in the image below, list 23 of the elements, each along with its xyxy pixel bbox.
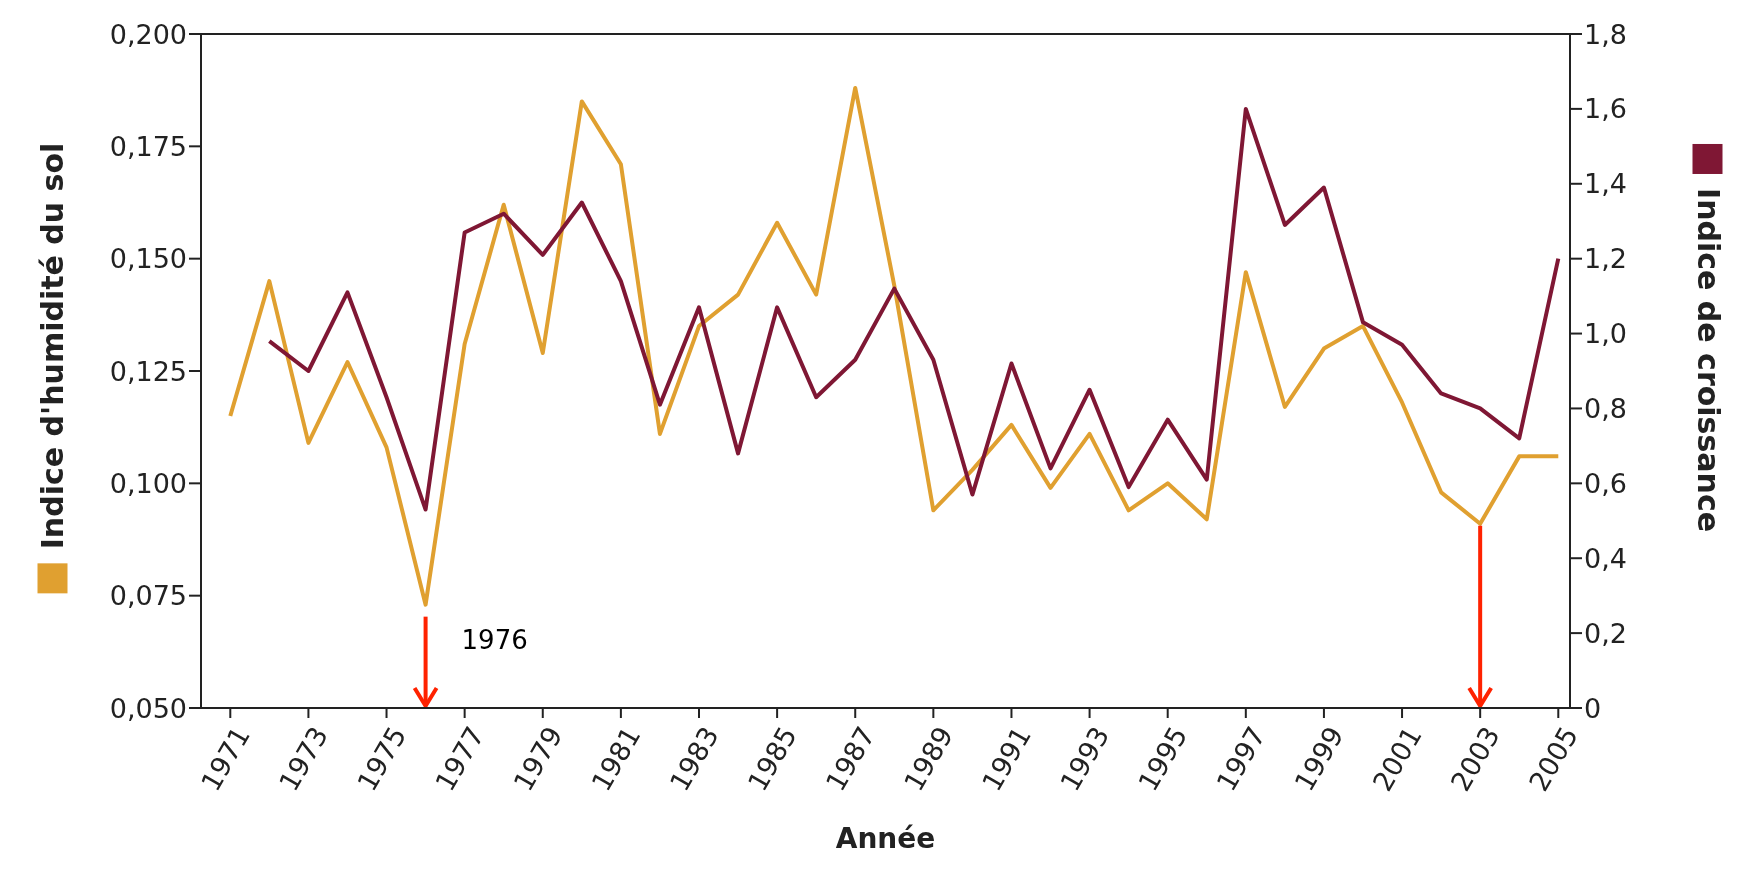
y-tick-label: 0,050 <box>109 692 187 724</box>
y2-axis-title: Indice de croissance <box>1690 187 1726 533</box>
y-tick-label: 0,125 <box>109 355 187 387</box>
ref-line-label: 1976 <box>461 624 528 655</box>
y-tick-label: 0,200 <box>109 18 187 50</box>
y-tick-label: 0,175 <box>109 130 187 162</box>
line-series <box>228 85 1561 607</box>
y2-tick-label: 0,6 <box>1584 467 1627 499</box>
y2-tick-label: 1,0 <box>1584 318 1627 350</box>
y-tick-label: 0,100 <box>109 467 187 499</box>
y2-tick-label: 0,4 <box>1584 542 1627 574</box>
y2-tick-label: 1,4 <box>1584 168 1627 200</box>
y2-tick-label: 0,8 <box>1584 393 1627 425</box>
y-axis-title: Indice d'humidité du sol <box>34 142 70 550</box>
y2-tick-label: 0,2 <box>1584 617 1627 649</box>
y2-tick-label: 1,8 <box>1584 18 1627 50</box>
y2-tick-label: 1,2 <box>1584 243 1627 275</box>
y2-tick-label: 0 <box>1584 692 1602 724</box>
y2-tick-label: 1,6 <box>1584 93 1627 125</box>
y-tick-label: 0,150 <box>109 243 187 275</box>
line-series <box>267 106 1561 512</box>
y-tick-label: 0,075 <box>109 580 187 612</box>
x-axis-title: Année <box>835 821 936 855</box>
